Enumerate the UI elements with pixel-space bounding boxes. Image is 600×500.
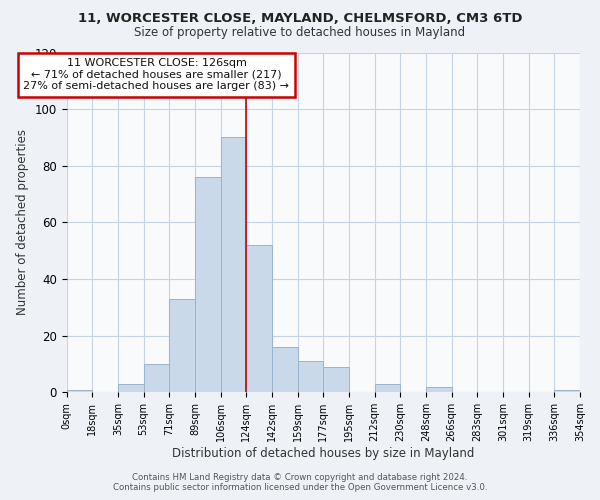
- Bar: [323, 367, 349, 392]
- Bar: [169, 299, 195, 392]
- Bar: [554, 390, 580, 392]
- Bar: [67, 390, 92, 392]
- Bar: [374, 384, 400, 392]
- Bar: [426, 386, 452, 392]
- Text: 11, WORCESTER CLOSE, MAYLAND, CHELMSFORD, CM3 6TD: 11, WORCESTER CLOSE, MAYLAND, CHELMSFORD…: [78, 12, 522, 26]
- Bar: [221, 138, 247, 392]
- Bar: [298, 361, 323, 392]
- Bar: [247, 245, 272, 392]
- Text: Contains HM Land Registry data © Crown copyright and database right 2024.
Contai: Contains HM Land Registry data © Crown c…: [113, 473, 487, 492]
- Y-axis label: Number of detached properties: Number of detached properties: [16, 130, 29, 316]
- Text: Size of property relative to detached houses in Mayland: Size of property relative to detached ho…: [134, 26, 466, 39]
- Text: 11 WORCESTER CLOSE: 126sqm
← 71% of detached houses are smaller (217)
27% of sem: 11 WORCESTER CLOSE: 126sqm ← 71% of deta…: [23, 58, 289, 92]
- Bar: [118, 384, 143, 392]
- Bar: [195, 177, 221, 392]
- X-axis label: Distribution of detached houses by size in Mayland: Distribution of detached houses by size …: [172, 447, 475, 460]
- Bar: [272, 347, 298, 393]
- Bar: [143, 364, 169, 392]
